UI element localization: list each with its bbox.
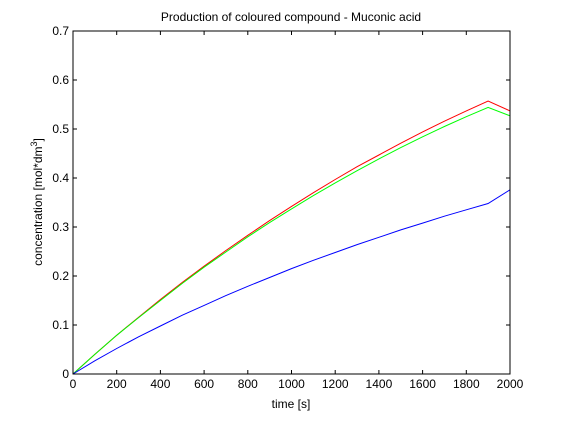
y-tick-label: 0 bbox=[62, 367, 69, 381]
x-tick-label: 0 bbox=[70, 377, 77, 391]
chart-title: Production of coloured compound - Muconi… bbox=[161, 10, 421, 24]
y-tick-label: 0.7 bbox=[52, 24, 69, 38]
series-layer bbox=[72, 100, 511, 375]
y-tick-label: 0.2 bbox=[52, 269, 69, 283]
series-line-1 bbox=[72, 106, 511, 375]
y-tick-label: 0.1 bbox=[52, 318, 69, 332]
x-tick-label: 400 bbox=[150, 377, 170, 391]
x-tick-label: 2000 bbox=[497, 377, 524, 391]
series-line-2 bbox=[72, 189, 511, 375]
x-tick-label: 1800 bbox=[453, 377, 480, 391]
x-tick-label: 800 bbox=[238, 377, 258, 391]
y-axis-label-base: concentration [mol*dm bbox=[31, 146, 45, 265]
y-tick-label: 0.4 bbox=[52, 171, 69, 185]
y-tick-label: 0.3 bbox=[52, 220, 69, 234]
x-axis-label: time [s] bbox=[272, 397, 311, 411]
plot-area bbox=[73, 31, 510, 374]
x-tick-label: 1200 bbox=[322, 377, 349, 391]
x-tick-label: 200 bbox=[107, 377, 127, 391]
x-tick-label: 1000 bbox=[278, 377, 305, 391]
x-tick-label: 600 bbox=[194, 377, 214, 391]
y-axis-label-superscript: 3 bbox=[29, 141, 39, 146]
y-tick-label: 0.5 bbox=[52, 122, 69, 136]
y-axis-label-end: ] bbox=[31, 138, 45, 141]
tick-layer: 0 200 400 600 800 1000 1200 1400 1600 1800 2000 0 0.… bbox=[52, 24, 523, 391]
y-tick-label: 0.6 bbox=[52, 73, 69, 87]
y-axis-label: concentration [mol*dm3] bbox=[29, 138, 45, 266]
x-tick-label: 1400 bbox=[366, 377, 393, 391]
x-tick-label: 1600 bbox=[409, 377, 436, 391]
